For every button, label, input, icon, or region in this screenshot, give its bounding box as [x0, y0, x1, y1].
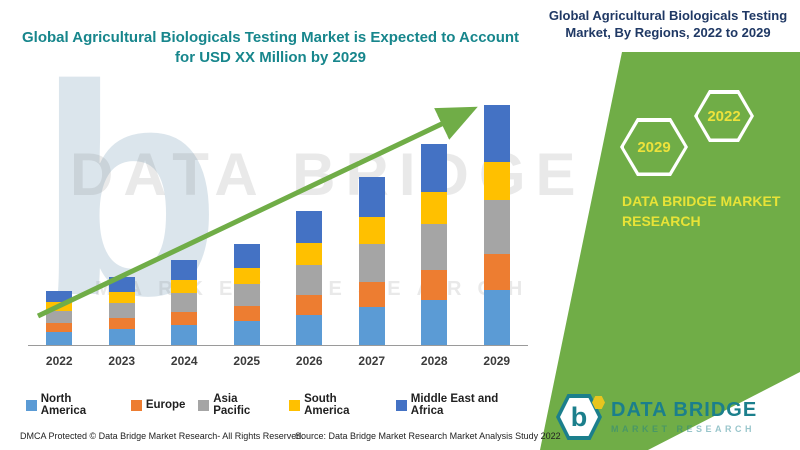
x-label-2025: 2025: [233, 354, 261, 368]
bar-slot-2029: [466, 88, 529, 345]
segment-2022-asia-pacific: [46, 311, 73, 323]
x-label-2027: 2027: [358, 354, 386, 368]
dmca-notice: DMCA Protected © Data Bridge Market Rese…: [20, 431, 304, 441]
segment-2025-north-america: [233, 321, 260, 345]
bar-2023: [108, 277, 135, 345]
legend-item-europe: Europe: [130, 399, 186, 411]
segment-2027-asia-pacific: [358, 244, 385, 282]
segment-2023-asia-pacific: [108, 303, 135, 318]
segment-2024-north-america: [171, 325, 198, 345]
bar-slot-2025: [216, 88, 279, 345]
bar-slot-2024: [153, 88, 216, 345]
segment-2025-middle-east-and-africa: [233, 244, 260, 268]
hexagon-badge-2022-year: 2022: [697, 93, 751, 139]
segment-2029-asia-pacific: [483, 200, 510, 254]
segment-2023-middle-east-and-africa: [108, 277, 135, 292]
segment-2028-middle-east-and-africa: [421, 144, 448, 192]
segment-2024-south-america: [171, 280, 198, 293]
segment-2026-europe: [296, 295, 323, 315]
legend-item-middle-east-and-africa: Middle East and Africa: [396, 393, 531, 417]
bars: [28, 88, 528, 346]
segment-2025-europe: [233, 306, 260, 321]
hexagon-badge-2029-year: 2029: [623, 121, 685, 173]
logo-subtitle: MARKET RESEARCH: [611, 424, 756, 434]
panel-title: Global Agricultural Biologicals Testing …: [548, 8, 788, 40]
legend-item-south-america: South America: [289, 393, 383, 417]
legend: North America Europe Asia Pacific South Ame…: [26, 393, 531, 417]
legend-swatch: [130, 399, 142, 411]
logo-accent-hexagon-icon: [592, 396, 605, 409]
legend-swatch: [396, 399, 407, 411]
x-label-2026: 2026: [295, 354, 323, 368]
bar-slot-2028: [403, 88, 466, 345]
logo-title: DATA BRIDGE: [611, 399, 758, 421]
bar-slot-2026: [278, 88, 341, 345]
segment-2022-middle-east-and-africa: [46, 291, 73, 302]
segment-2026-middle-east-and-africa: [296, 211, 323, 243]
stacked-bar-chart: 2022 2023 2024 2025 2026 2027 2028 2029: [28, 88, 528, 388]
segment-2027-south-america: [358, 217, 385, 244]
segment-2028-asia-pacific: [421, 224, 448, 270]
bar-2029: [483, 105, 510, 345]
segment-2023-south-america: [108, 292, 135, 303]
segment-2025-asia-pacific: [233, 284, 260, 306]
bar-2025: [233, 244, 260, 345]
segment-2022-south-america: [46, 302, 73, 311]
bar-2024: [171, 260, 198, 345]
segment-2027-north-america: [358, 307, 385, 345]
segment-2029-south-america: [483, 162, 510, 200]
legend-label: Asia Pacific: [213, 393, 251, 417]
segment-2027-europe: [358, 282, 385, 307]
segment-2026-north-america: [296, 315, 323, 345]
segment-2029-middle-east-and-africa: [483, 105, 510, 162]
segment-2024-middle-east-and-africa: [171, 260, 198, 280]
segment-2027-middle-east-and-africa: [358, 177, 385, 217]
x-label-2029: 2029: [483, 354, 511, 368]
legend-item-north-america: North America: [26, 393, 118, 417]
segment-2028-north-america: [421, 300, 448, 345]
segment-2028-south-america: [421, 192, 448, 224]
x-label-2024: 2024: [170, 354, 198, 368]
bar-slot-2023: [91, 88, 154, 345]
x-label-2028: 2028: [420, 354, 448, 368]
bar-slot-2022: [28, 88, 91, 345]
legend-label: Middle East and Africa: [410, 393, 499, 417]
panel-brand-name: DATA BRIDGE MARKET RESEARCH: [622, 193, 781, 229]
segment-2023-north-america: [108, 329, 135, 345]
x-label-2023: 2023: [108, 354, 136, 368]
source-note: Source: Data Bridge Market Research Mark…: [295, 431, 561, 441]
legend-label: South America: [304, 393, 350, 417]
segment-2024-europe: [171, 312, 198, 325]
bar-2022: [46, 291, 73, 345]
segment-2022-north-america: [46, 332, 73, 345]
databridge-logo: b DATA BRIDGE MARKET RESEARCH: [556, 394, 757, 440]
legend-item-asia-pacific: Asia Pacific: [198, 393, 276, 417]
legend-label: Europe: [145, 399, 186, 411]
legend-label: North America: [40, 393, 87, 417]
segment-2029-europe: [483, 254, 510, 290]
x-label-2022: 2022: [45, 354, 73, 368]
segment-2022-europe: [46, 323, 73, 332]
segment-2024-asia-pacific: [171, 293, 198, 312]
bar-2028: [421, 144, 448, 345]
segment-2028-europe: [421, 270, 448, 300]
segment-2026-south-america: [296, 243, 323, 265]
bar-2026: [296, 211, 323, 345]
segment-2023-europe: [108, 318, 135, 329]
segment-2026-asia-pacific: [296, 265, 323, 295]
x-axis-labels: 2022 2023 2024 2025 2026 2027 2028 2029: [28, 354, 528, 368]
legend-swatch: [198, 399, 210, 411]
chart-headline: Global Agricultural Biologicals Testing …: [21, 29, 520, 67]
segment-2029-north-america: [483, 290, 510, 345]
legend-swatch: [26, 399, 37, 411]
segment-2025-south-america: [233, 268, 260, 284]
logo-hexagon-icon: b: [556, 394, 605, 440]
bar-slot-2027: [341, 88, 404, 345]
logo-text-block: DATA BRIDGE MARKET RESEARCH: [611, 400, 757, 434]
legend-swatch: [289, 399, 301, 411]
bar-2027: [358, 177, 385, 345]
